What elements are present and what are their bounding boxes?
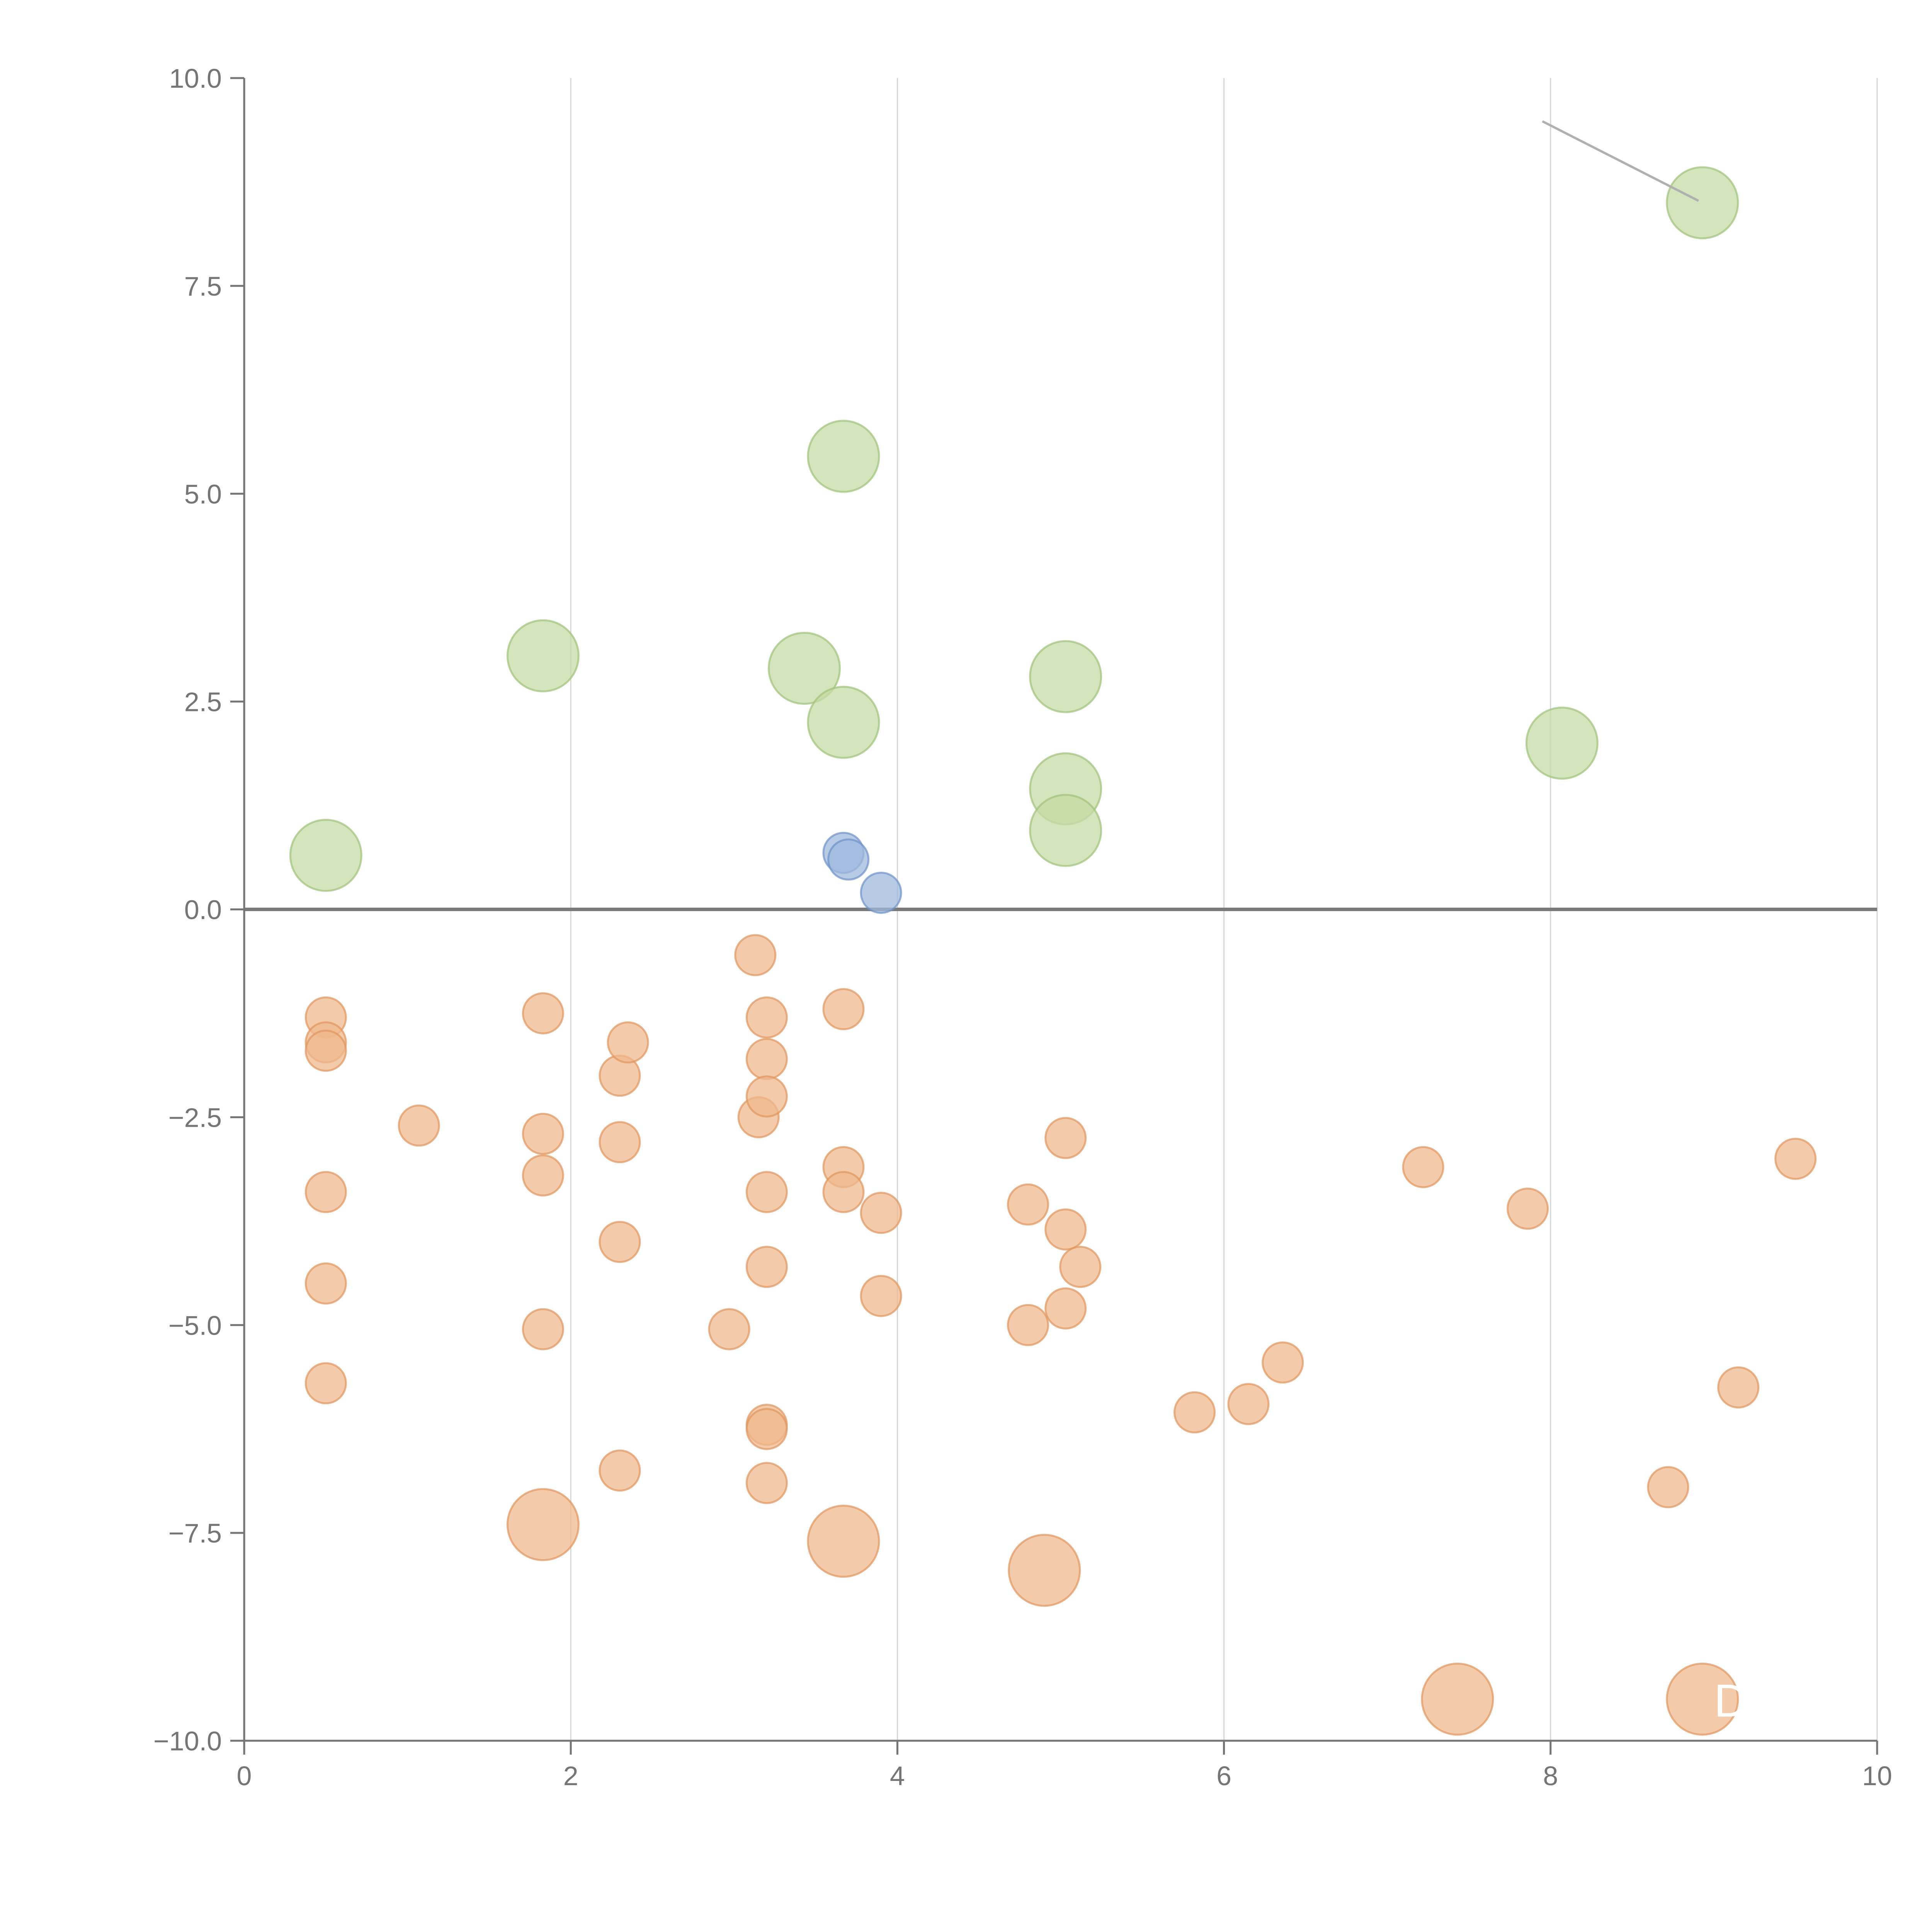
y-tick-label: −5.0 xyxy=(168,1310,222,1340)
data-point-orange xyxy=(1044,1287,1087,1330)
gridlines xyxy=(244,78,1878,1741)
data-point-orange xyxy=(599,1221,641,1263)
data-point-orange xyxy=(807,1505,880,1578)
y-tick-label: −7.5 xyxy=(168,1518,222,1548)
data-point-orange xyxy=(304,1171,347,1213)
data-point-orange xyxy=(1262,1341,1304,1384)
data-point-orange xyxy=(1059,1246,1102,1288)
data-point-green xyxy=(289,819,362,892)
data-point-orange xyxy=(745,1171,788,1213)
data-point-green xyxy=(1666,166,1739,240)
data-point-orange xyxy=(860,1275,902,1317)
data-point-orange xyxy=(1717,1366,1760,1409)
data-point-orange xyxy=(708,1308,750,1350)
data-point-orange xyxy=(860,1192,902,1234)
data-points xyxy=(289,166,1817,1736)
leader-line xyxy=(1542,120,1699,202)
data-point-orange xyxy=(304,1029,347,1072)
data-point-green xyxy=(1525,706,1599,780)
data-point-orange xyxy=(1666,1662,1739,1736)
data-point-orange xyxy=(822,1171,865,1213)
data-point-orange xyxy=(745,1246,788,1288)
data-point-orange xyxy=(1007,1183,1049,1226)
data-point-orange xyxy=(1227,1383,1270,1425)
data-point-green xyxy=(807,685,880,759)
data-point-orange xyxy=(822,988,865,1031)
data-point-orange xyxy=(522,1112,564,1155)
x-tick-label: 6 xyxy=(1216,1761,1231,1791)
data-point-orange xyxy=(1421,1662,1494,1736)
data-point-orange xyxy=(398,1104,440,1147)
annotations: D xyxy=(1542,120,1748,1726)
y-tick-label: −10.0 xyxy=(153,1726,222,1756)
axes: 10.0 7.5 5.0 2.5 0.0 −2.5 −5.0 −7.5 −10.0 0 2 4 6 8 10 xyxy=(153,63,1892,1791)
data-point-orange xyxy=(607,1021,649,1064)
data-point-blue xyxy=(827,838,870,881)
data-point-orange xyxy=(599,1449,641,1492)
data-point-orange xyxy=(745,996,788,1039)
data-point-orange xyxy=(304,1262,347,1305)
data-point-green xyxy=(1029,640,1102,713)
data-point-green xyxy=(768,632,841,705)
y-tick-label: 7.5 xyxy=(184,271,222,301)
data-point-orange xyxy=(1044,1117,1087,1159)
data-point-orange xyxy=(1647,1466,1689,1509)
data-point-orange xyxy=(1774,1138,1817,1180)
y-tick-label: −2.5 xyxy=(168,1102,222,1133)
y-tick-label: 5.0 xyxy=(184,479,222,509)
data-point-orange xyxy=(1044,1208,1087,1251)
data-point-orange xyxy=(522,992,564,1034)
data-point-green xyxy=(1029,794,1102,867)
point-annotation-label: D xyxy=(1714,1675,1748,1726)
data-point-orange xyxy=(1507,1187,1549,1230)
y-tick-label: 0.0 xyxy=(184,895,222,925)
data-point-orange xyxy=(522,1308,564,1350)
x-tick-label: 8 xyxy=(1543,1761,1558,1791)
data-point-orange xyxy=(599,1121,641,1163)
data-point-orange xyxy=(506,1488,580,1561)
data-point-orange xyxy=(734,934,777,976)
data-point-orange xyxy=(745,1462,788,1504)
x-tick-label: 10 xyxy=(1862,1761,1892,1791)
data-point-green xyxy=(506,619,580,692)
data-point-green xyxy=(807,420,880,493)
data-point-orange xyxy=(1402,1146,1444,1188)
data-point-orange xyxy=(745,1038,788,1080)
y-tick-label: 10.0 xyxy=(169,63,222,94)
y-tick-label: 2.5 xyxy=(184,687,222,717)
x-tick-label: 2 xyxy=(563,1761,578,1791)
data-point-orange xyxy=(522,1154,564,1197)
x-tick-label: 0 xyxy=(237,1761,252,1791)
data-point-orange xyxy=(1007,1304,1049,1346)
data-point-blue xyxy=(860,871,902,914)
data-point-orange xyxy=(745,1408,788,1450)
data-point-orange xyxy=(1173,1391,1216,1434)
data-point-orange xyxy=(1008,1534,1081,1607)
data-point-orange xyxy=(304,1362,347,1405)
x-tick-label: 4 xyxy=(890,1761,905,1791)
data-point-orange xyxy=(745,1075,788,1118)
